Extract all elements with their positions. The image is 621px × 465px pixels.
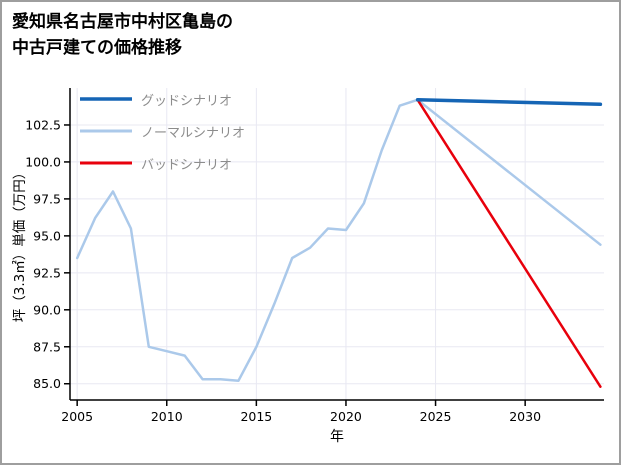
legend-label-good: グッドシナリオ xyxy=(141,93,233,109)
x-tick-label: 2025 xyxy=(420,409,452,424)
x-tick-label: 2030 xyxy=(509,409,541,424)
x-tick-label: 2010 xyxy=(151,409,183,424)
y-tick-label: 90.0 xyxy=(33,302,61,317)
legend-label-bad: バッドシナリオ xyxy=(141,157,233,173)
chart-title-line2: 中古戸建ての価格推移 xyxy=(12,37,182,58)
legend-item-normal-scenario[interactable]: ノーマルシナリオ xyxy=(80,120,245,142)
legend-item-good-scenario[interactable]: グッドシナリオ xyxy=(80,88,245,110)
y-tick-label: 85.0 xyxy=(33,376,61,391)
x-tick-label: 2020 xyxy=(330,409,362,424)
x-tick-label: 2015 xyxy=(240,409,272,424)
y-tick-label: 95.0 xyxy=(33,228,61,243)
chart-title: 愛知県名古屋市中村区亀島の 中古戸建ての価格推移 xyxy=(12,10,233,61)
legend-line-good-icon xyxy=(80,97,132,101)
legend-label-normal: ノーマルシナリオ xyxy=(141,125,246,141)
y-tick-label: 100.0 xyxy=(25,154,61,169)
chart-title-line1: 愛知県名古屋市中村区亀島の xyxy=(12,12,233,32)
y-tick-label: 87.5 xyxy=(33,339,61,354)
series-line-1 xyxy=(75,98,602,383)
y-tick-label: 102.5 xyxy=(25,117,61,132)
legend: グッドシナリオ ノーマルシナリオ バッドシナリオ xyxy=(80,88,245,174)
legend-line-normal-icon xyxy=(80,129,132,133)
x-axis-label: 年 xyxy=(330,429,344,445)
series-line-2 xyxy=(416,98,602,388)
y-tick-label: 92.5 xyxy=(33,265,61,280)
series-line-0 xyxy=(415,98,603,107)
legend-item-bad-scenario[interactable]: バッドシナリオ xyxy=(80,152,245,174)
x-tick-label: 2005 xyxy=(61,409,93,424)
y-axis-label: 坪（3.3㎡）単価（万円） xyxy=(12,165,28,323)
y-tick-label: 97.5 xyxy=(33,191,61,206)
legend-line-bad-icon xyxy=(80,161,132,165)
